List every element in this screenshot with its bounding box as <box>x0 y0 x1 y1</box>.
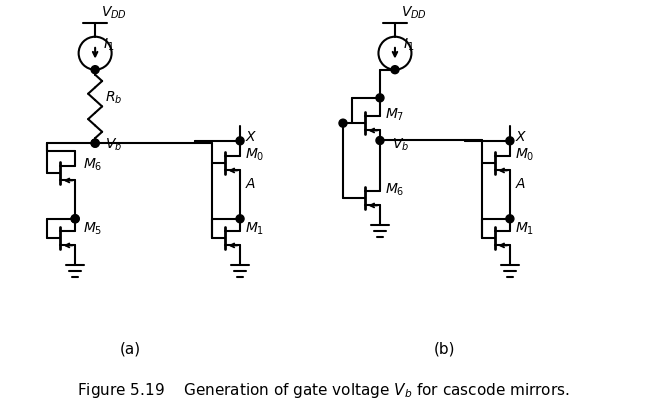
Circle shape <box>376 94 384 102</box>
Text: $X$: $X$ <box>515 130 527 144</box>
Circle shape <box>91 139 99 147</box>
Text: (b): (b) <box>434 341 455 356</box>
Text: $X$: $X$ <box>245 130 258 144</box>
Text: $V_{DD}$: $V_{DD}$ <box>401 5 427 21</box>
Text: $A$: $A$ <box>245 177 256 191</box>
Circle shape <box>71 215 79 223</box>
Text: $M_6$: $M_6$ <box>83 156 103 173</box>
Text: (a): (a) <box>120 341 140 356</box>
Text: $M_1$: $M_1$ <box>515 221 534 237</box>
Text: $M_0$: $M_0$ <box>515 146 534 162</box>
Circle shape <box>71 215 79 223</box>
Circle shape <box>339 119 347 127</box>
Circle shape <box>91 66 99 74</box>
Text: $A$: $A$ <box>515 177 526 191</box>
Circle shape <box>506 215 514 223</box>
Circle shape <box>391 66 399 74</box>
Text: $V_{DD}$: $V_{DD}$ <box>101 5 127 21</box>
Text: $M_6$: $M_6$ <box>385 181 404 197</box>
Circle shape <box>91 139 99 147</box>
Text: $M_1$: $M_1$ <box>245 221 264 237</box>
Circle shape <box>506 137 514 145</box>
Text: $V_b$: $V_b$ <box>105 136 122 153</box>
Circle shape <box>376 137 384 144</box>
Circle shape <box>236 215 244 223</box>
Text: $R_b$: $R_b$ <box>105 89 122 106</box>
Circle shape <box>236 137 244 145</box>
Text: $V_b$: $V_b$ <box>392 137 409 153</box>
Text: $M_0$: $M_0$ <box>245 146 265 162</box>
Text: Figure 5.19    Generation of gate voltage $V_b$ for cascode mirrors.: Figure 5.19 Generation of gate voltage $… <box>77 381 570 399</box>
Text: $M_5$: $M_5$ <box>83 221 102 237</box>
Text: $I_1$: $I_1$ <box>103 36 115 53</box>
Text: $M_7$: $M_7$ <box>385 106 404 122</box>
Text: $I_1$: $I_1$ <box>403 36 414 53</box>
